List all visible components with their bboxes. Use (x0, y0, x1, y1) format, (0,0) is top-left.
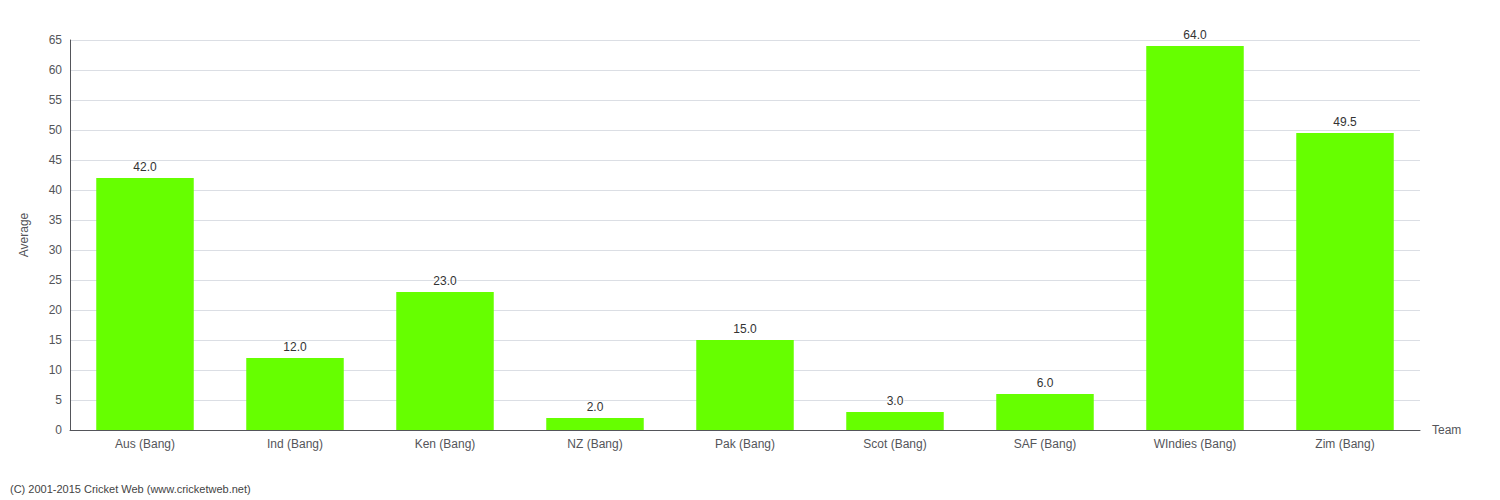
svg-text:60: 60 (49, 63, 63, 77)
svg-text:35: 35 (49, 213, 63, 227)
svg-text:55: 55 (49, 93, 63, 107)
svg-text:20: 20 (49, 303, 63, 317)
svg-text:Pak (Bang): Pak (Bang) (715, 437, 775, 451)
svg-text:Average: Average (17, 212, 31, 257)
svg-text:Zim (Bang): Zim (Bang) (1315, 437, 1374, 451)
svg-text:0: 0 (55, 423, 62, 437)
svg-text:50: 50 (49, 123, 63, 137)
svg-text:23.0: 23.0 (433, 274, 457, 288)
svg-text:25: 25 (49, 273, 63, 287)
svg-text:6.0: 6.0 (1037, 376, 1054, 390)
svg-text:49.5: 49.5 (1333, 115, 1357, 129)
svg-text:NZ (Bang): NZ (Bang) (567, 437, 622, 451)
svg-text:(C) 2001-2015 Cricket Web (www: (C) 2001-2015 Cricket Web (www.cricketwe… (10, 483, 251, 495)
svg-text:45: 45 (49, 153, 63, 167)
svg-text:Ken (Bang): Ken (Bang) (415, 437, 476, 451)
svg-text:Ind (Bang): Ind (Bang) (267, 437, 323, 451)
svg-text:65: 65 (49, 33, 63, 47)
svg-text:64.0: 64.0 (1183, 28, 1207, 42)
svg-text:SAF (Bang): SAF (Bang) (1014, 437, 1077, 451)
svg-text:2.0: 2.0 (587, 400, 604, 414)
svg-text:WIndies (Bang): WIndies (Bang) (1154, 437, 1237, 451)
svg-text:Scot (Bang): Scot (Bang) (863, 437, 926, 451)
svg-text:Aus (Bang): Aus (Bang) (115, 437, 175, 451)
svg-text:15: 15 (49, 333, 63, 347)
svg-text:30: 30 (49, 243, 63, 257)
svg-text:Team: Team (1432, 423, 1461, 437)
svg-text:15.0: 15.0 (733, 322, 757, 336)
svg-text:42.0: 42.0 (133, 160, 157, 174)
svg-text:10: 10 (49, 363, 63, 377)
svg-text:3.0: 3.0 (887, 394, 904, 408)
svg-text:40: 40 (49, 183, 63, 197)
svg-text:12.0: 12.0 (283, 340, 307, 354)
svg-text:5: 5 (55, 393, 62, 407)
